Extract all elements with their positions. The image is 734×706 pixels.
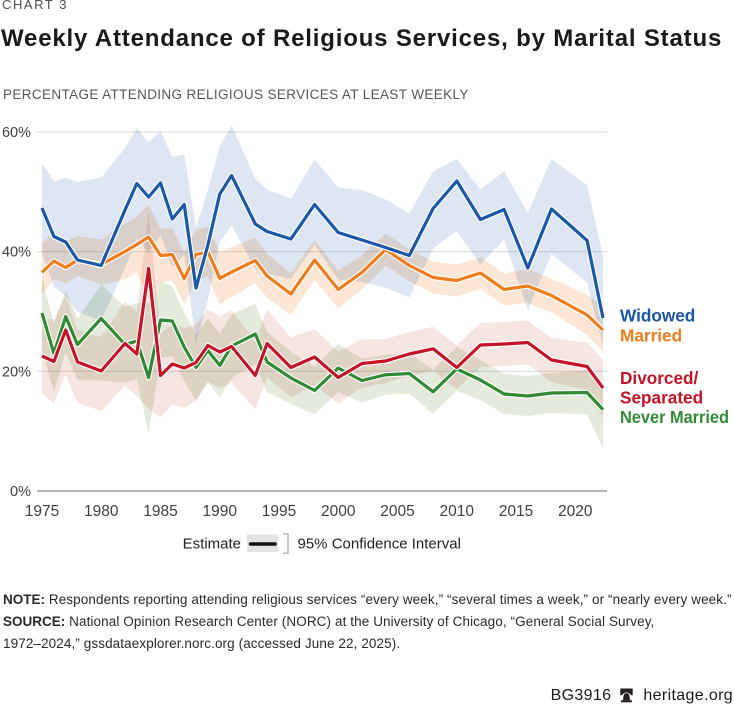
svg-text:Separated: Separated (620, 388, 703, 408)
svg-text:2010: 2010 (440, 503, 475, 520)
svg-text:1985: 1985 (143, 503, 177, 520)
svg-text:Divorced/: Divorced/ (620, 368, 699, 388)
svg-text:1995: 1995 (262, 503, 296, 520)
svg-text:20%: 20% (2, 364, 31, 380)
svg-text:60%: 60% (2, 125, 31, 141)
svg-text:2020: 2020 (558, 503, 593, 520)
svg-text:2015: 2015 (499, 503, 533, 520)
svg-text:40%: 40% (2, 245, 31, 261)
svg-text:Never Married: Never Married (620, 407, 729, 427)
svg-text:1990: 1990 (203, 503, 238, 520)
svg-text:2005: 2005 (380, 503, 414, 520)
svg-text:1975: 1975 (25, 503, 59, 520)
svg-text:95% Confidence Interval: 95% Confidence Interval (298, 536, 461, 553)
svg-text:Married: Married (620, 326, 682, 346)
svg-text:1980: 1980 (84, 503, 119, 520)
svg-text:2000: 2000 (321, 503, 356, 520)
svg-text:Estimate: Estimate (183, 536, 241, 553)
svg-text:0%: 0% (10, 484, 31, 500)
svg-text:Widowed: Widowed (620, 306, 695, 326)
